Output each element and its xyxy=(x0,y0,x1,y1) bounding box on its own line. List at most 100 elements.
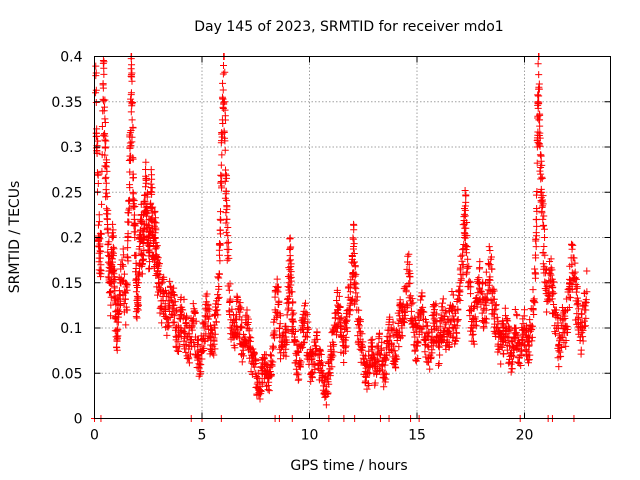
data-point xyxy=(265,387,273,395)
data-point xyxy=(238,316,246,324)
data-point xyxy=(406,273,414,281)
data-point xyxy=(301,333,309,341)
data-point xyxy=(286,256,294,264)
data-point xyxy=(295,375,303,383)
data-point xyxy=(215,293,223,301)
data-point xyxy=(207,325,215,333)
data-point xyxy=(541,278,549,286)
data-point xyxy=(535,83,543,91)
data-point xyxy=(269,358,277,366)
data-point xyxy=(317,351,325,359)
data-point xyxy=(126,139,134,147)
data-point xyxy=(135,245,143,253)
data-point xyxy=(355,306,363,314)
data-point xyxy=(307,377,315,385)
data-point xyxy=(465,262,473,270)
data-point xyxy=(351,300,359,308)
y-tick-label: 0.05 xyxy=(51,366,82,382)
data-point xyxy=(94,221,102,229)
data-point xyxy=(138,250,146,258)
data-point xyxy=(432,300,440,308)
data-point xyxy=(453,334,461,342)
data-point xyxy=(151,218,159,226)
data-point xyxy=(101,103,109,111)
data-point xyxy=(324,390,332,398)
data-point xyxy=(349,245,357,253)
data-point xyxy=(538,207,546,215)
data-point xyxy=(174,338,182,346)
data-point xyxy=(365,347,373,355)
data-point xyxy=(470,340,478,348)
data-point xyxy=(497,341,505,349)
data-point xyxy=(222,209,230,217)
data-point xyxy=(143,174,151,182)
data-point xyxy=(532,235,540,243)
data-point xyxy=(127,72,135,80)
data-point xyxy=(226,280,234,288)
data-point xyxy=(133,314,141,322)
data-point xyxy=(333,289,341,297)
data-point xyxy=(274,288,282,296)
data-point xyxy=(583,267,591,275)
data-point xyxy=(111,314,119,322)
x-tick-label: 20 xyxy=(516,428,534,444)
data-point xyxy=(103,158,111,166)
data-point xyxy=(343,316,351,324)
data-point xyxy=(228,305,236,313)
data-point xyxy=(297,344,305,352)
data-point xyxy=(225,254,233,262)
data-point xyxy=(461,202,469,210)
data-point xyxy=(531,265,539,273)
data-point xyxy=(536,167,544,175)
data-point xyxy=(142,183,150,191)
data-point xyxy=(342,317,350,325)
data-point xyxy=(173,347,181,355)
data-point xyxy=(206,312,214,320)
data-point xyxy=(252,356,260,364)
data-point xyxy=(442,320,450,328)
data-point xyxy=(92,62,100,70)
data-point xyxy=(342,333,350,341)
data-point xyxy=(154,254,162,262)
data-point xyxy=(226,298,234,306)
data-point xyxy=(300,339,308,347)
data-point xyxy=(152,239,160,247)
data-point xyxy=(550,301,558,309)
data-point xyxy=(148,190,156,198)
data-point xyxy=(291,359,299,367)
data-point xyxy=(99,131,107,139)
data-point xyxy=(220,129,228,137)
y-axis-label: SRMTID / TECUs xyxy=(7,181,23,294)
data-point xyxy=(213,306,221,314)
data-point xyxy=(177,333,185,341)
data-point xyxy=(224,232,232,240)
data-point xyxy=(535,141,543,149)
data-point xyxy=(506,325,514,333)
data-point xyxy=(464,264,472,272)
data-point xyxy=(445,343,453,351)
data-point xyxy=(381,361,389,369)
data-point xyxy=(221,68,229,76)
data-point xyxy=(555,363,563,371)
data-point xyxy=(107,301,115,309)
data-point xyxy=(356,318,364,326)
data-point xyxy=(514,345,522,353)
data-point xyxy=(282,322,290,330)
data-point xyxy=(573,283,581,291)
data-point xyxy=(377,344,385,352)
data-point xyxy=(131,234,139,242)
data-point xyxy=(101,115,109,123)
data-point xyxy=(125,218,133,226)
data-point xyxy=(127,95,135,103)
data-point xyxy=(290,309,298,317)
data-point xyxy=(541,234,549,242)
data-point xyxy=(459,261,467,269)
data-point xyxy=(178,303,186,311)
data-point xyxy=(352,270,360,278)
data-point xyxy=(512,329,520,337)
data-points xyxy=(91,53,591,422)
data-point xyxy=(517,361,525,369)
data-point xyxy=(132,251,140,259)
data-point xyxy=(464,255,472,263)
data-point xyxy=(580,289,588,297)
